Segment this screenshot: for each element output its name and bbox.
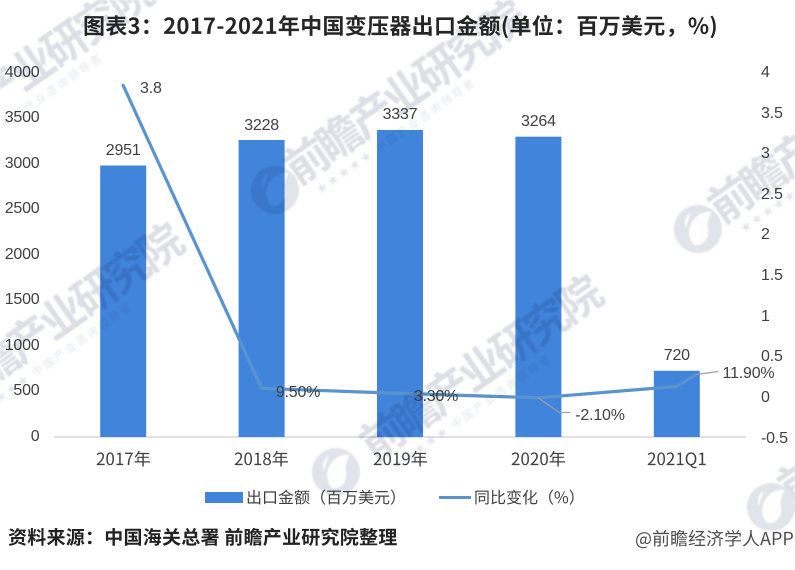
leader-line-2021 (696, 370, 719, 376)
y-left-tick-1500: 1500 (4, 291, 40, 309)
legend-label-export-amount (247, 489, 395, 505)
watermark-text-tile (0, 0, 169, 177)
x-tick-label-3 (511, 450, 565, 467)
y-right-tick-3.5: 3.5 (761, 104, 783, 122)
bar-value-label-1: 3228 (244, 116, 279, 134)
y-right-tick-0: 0 (761, 388, 770, 406)
leader-line-blue (676, 373, 698, 388)
y-left-tick-500: 500 (13, 382, 40, 400)
y-left-tick-1000: 1000 (4, 336, 40, 354)
bar-2020年[interactable] (515, 136, 562, 437)
x-tick-label-1 (234, 450, 289, 467)
x-tick-label-2 (373, 450, 427, 467)
y-left-tick-3000: 3000 (4, 154, 40, 172)
y-right-tick-2: 2 (761, 226, 770, 244)
y-right-tick-0.5: 0.5 (761, 348, 783, 366)
bar-2019年[interactable] (377, 130, 423, 437)
y-right-tick-1.5: 1.5 (761, 267, 783, 285)
bar-value-label-3: 3264 (520, 113, 556, 131)
yoy-line[interactable] (121, 83, 679, 400)
line-point-label-3: -2.10% (575, 407, 625, 424)
leader-line-2020 (538, 397, 571, 414)
bar-2017年[interactable] (100, 165, 147, 438)
watermark-logo-tile (311, 448, 360, 496)
legend-label-yoy-change (475, 489, 574, 505)
chart-title (84, 14, 716, 39)
y-left-tick-0: 0 (30, 428, 40, 445)
watermark-text-tile (701, 31, 795, 241)
line-point-label-4: 11.90% (722, 364, 775, 382)
legend-bar-swatch (205, 492, 243, 503)
x-tick-label-4 (647, 452, 706, 469)
footer-credit-text (636, 529, 794, 549)
bar-2021Q1[interactable] (653, 370, 700, 437)
watermark-text-tile (277, 0, 542, 202)
line-point-label-0: 3.8 (140, 80, 162, 97)
watermark-logo-tile (673, 205, 722, 253)
watermark-text-tile (353, 268, 618, 478)
bar-value-label-0: 2951 (105, 142, 141, 159)
legend-line-swatch (439, 496, 471, 499)
footer-source-text (8, 527, 397, 546)
y-right-tick--0.5: -0.5 (761, 429, 788, 447)
x-tick-label-0 (96, 450, 150, 467)
watermark-logo-tile (250, 166, 299, 214)
bar-value-label-4: 720 (663, 347, 690, 365)
y-right-tick-1: 1 (761, 307, 770, 325)
line-series (121, 83, 719, 414)
y-right-tick-4: 4 (761, 64, 770, 81)
y-left-tick-2000: 2000 (4, 245, 40, 263)
watermark-text-tile (0, 216, 199, 426)
watermark-logo-tile (746, 483, 795, 531)
y-left-tick-2500: 2500 (4, 200, 40, 218)
line-point-label-1: 9.50% (275, 383, 321, 401)
